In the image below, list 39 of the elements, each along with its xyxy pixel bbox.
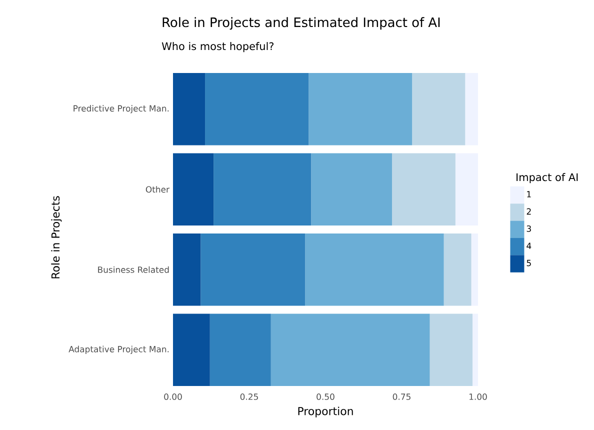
- y-tick-label: Other: [146, 186, 170, 193]
- x-tick-label: 0.00: [164, 394, 182, 400]
- y-tick-label: Predictive Project Man.: [74, 105, 169, 114]
- bar: [471, 234, 478, 306]
- bar: [173, 234, 201, 306]
- bar: [173, 73, 206, 146]
- legend-title: Impact of AI: [516, 173, 578, 184]
- bar: [173, 314, 210, 386]
- legend-label: 5: [526, 260, 531, 266]
- x-tick-label: 0.25: [240, 394, 258, 400]
- y-axis-title: Role in Projects: [51, 196, 62, 278]
- x-axis-title: Proportion: [298, 406, 353, 418]
- y-tick-label: Business Related: [98, 266, 169, 273]
- bar: [270, 314, 430, 386]
- bar: [465, 73, 478, 146]
- bar: [311, 153, 392, 226]
- bar: [412, 73, 466, 146]
- bar: [210, 314, 271, 386]
- chart-subtitle: Who is most hopeful?: [162, 42, 274, 52]
- bar: [430, 314, 473, 386]
- bar: [200, 234, 306, 306]
- legend-label: 3: [526, 225, 531, 232]
- bar: [455, 153, 478, 226]
- bar: [392, 153, 456, 226]
- legend-label: 4: [526, 242, 532, 249]
- bar: [173, 153, 214, 226]
- x-tick-label: 0.75: [392, 394, 410, 400]
- y-tick-label: Adaptative Project Man.: [68, 346, 169, 354]
- legend-label: 1: [527, 191, 531, 198]
- x-tick-label: 0.50: [316, 394, 334, 400]
- bar: [472, 314, 478, 386]
- bar: [308, 73, 412, 146]
- bar: [444, 234, 472, 306]
- x-tick-label: 1.00: [470, 394, 487, 400]
- bar: [214, 153, 312, 226]
- bar: [305, 234, 444, 306]
- legend-label: 2: [526, 208, 531, 215]
- bar: [205, 73, 309, 146]
- chart-title: Role in Projects and Estimated Impact of AI: [162, 17, 440, 30]
